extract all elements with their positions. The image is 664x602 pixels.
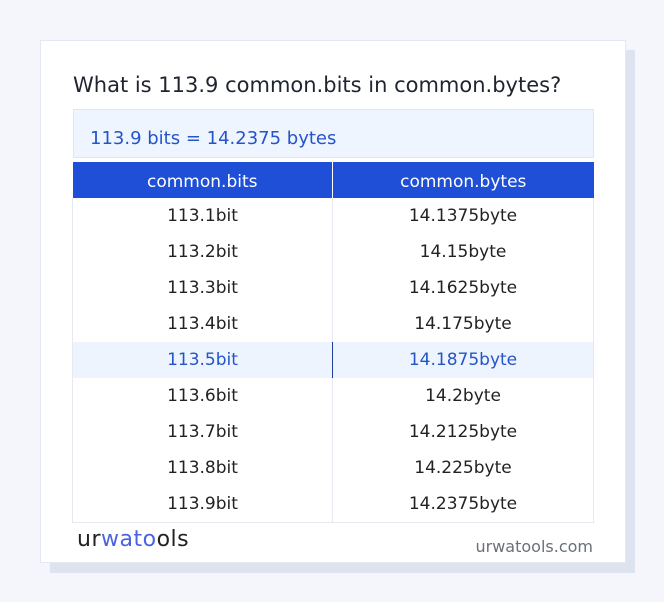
- table-row: 113.9bit 14.2375byte: [72, 486, 594, 523]
- bytes-cell: 14.1625byte: [332, 270, 594, 306]
- bytes-cell: 14.2byte: [332, 378, 594, 414]
- urwatools-logo[interactable]: urwatools: [77, 527, 190, 552]
- table-row: 113.6bit 14.2byte: [72, 378, 594, 414]
- bytes-cell: 14.1875byte: [332, 342, 594, 378]
- converter-card: What is 113.9 common.bits in common.byte…: [40, 40, 626, 563]
- bits-cell: 113.9bit: [72, 486, 333, 523]
- bytes-cell: 14.2125byte: [332, 414, 594, 450]
- bits-cell: 113.2bit: [72, 234, 333, 270]
- bits-cell: 113.4bit: [72, 306, 333, 342]
- table-row: 113.4bit 14.175byte: [72, 306, 594, 342]
- bits-cell: 113.8bit: [72, 450, 333, 486]
- table-header: common.bits common.bytes: [72, 162, 594, 198]
- bytes-cell: 14.15byte: [332, 234, 594, 270]
- conversion-table: common.bits common.bytes 113.1bit 14.1375…: [72, 162, 594, 523]
- column-header-bytes: common.bytes: [332, 162, 594, 198]
- bytes-cell: 14.2375byte: [332, 486, 594, 523]
- table-row: 113.5bit 14.1875byte: [72, 342, 594, 378]
- site-link[interactable]: urwatools.com: [475, 537, 594, 556]
- bits-cell: 113.7bit: [72, 414, 333, 450]
- table-row: 113.7bit 14.2125byte: [72, 414, 594, 450]
- bytes-cell: 14.225byte: [332, 450, 594, 486]
- table-row: 113.1bit 14.1375byte: [72, 198, 594, 234]
- result-box: 113.9 bits = 14.2375 bytes: [73, 109, 594, 158]
- bytes-cell: 14.175byte: [332, 306, 594, 342]
- column-header-bits: common.bits: [72, 162, 333, 198]
- result-text: 113.9 bits = 14.2375 bytes: [90, 128, 337, 149]
- bits-cell: 113.6bit: [72, 378, 333, 414]
- bytes-cell: 14.1375byte: [332, 198, 594, 234]
- bits-cell: 113.3bit: [72, 270, 333, 306]
- table-row: 113.2bit 14.15byte: [72, 234, 594, 270]
- table-row: 113.3bit 14.1625byte: [72, 270, 594, 306]
- page-title: What is 113.9 common.bits in common.byte…: [73, 73, 562, 97]
- table-row: 113.8bit 14.225byte: [72, 450, 594, 486]
- bits-cell: 113.5bit: [72, 342, 333, 378]
- bits-cell: 113.1bit: [72, 198, 333, 234]
